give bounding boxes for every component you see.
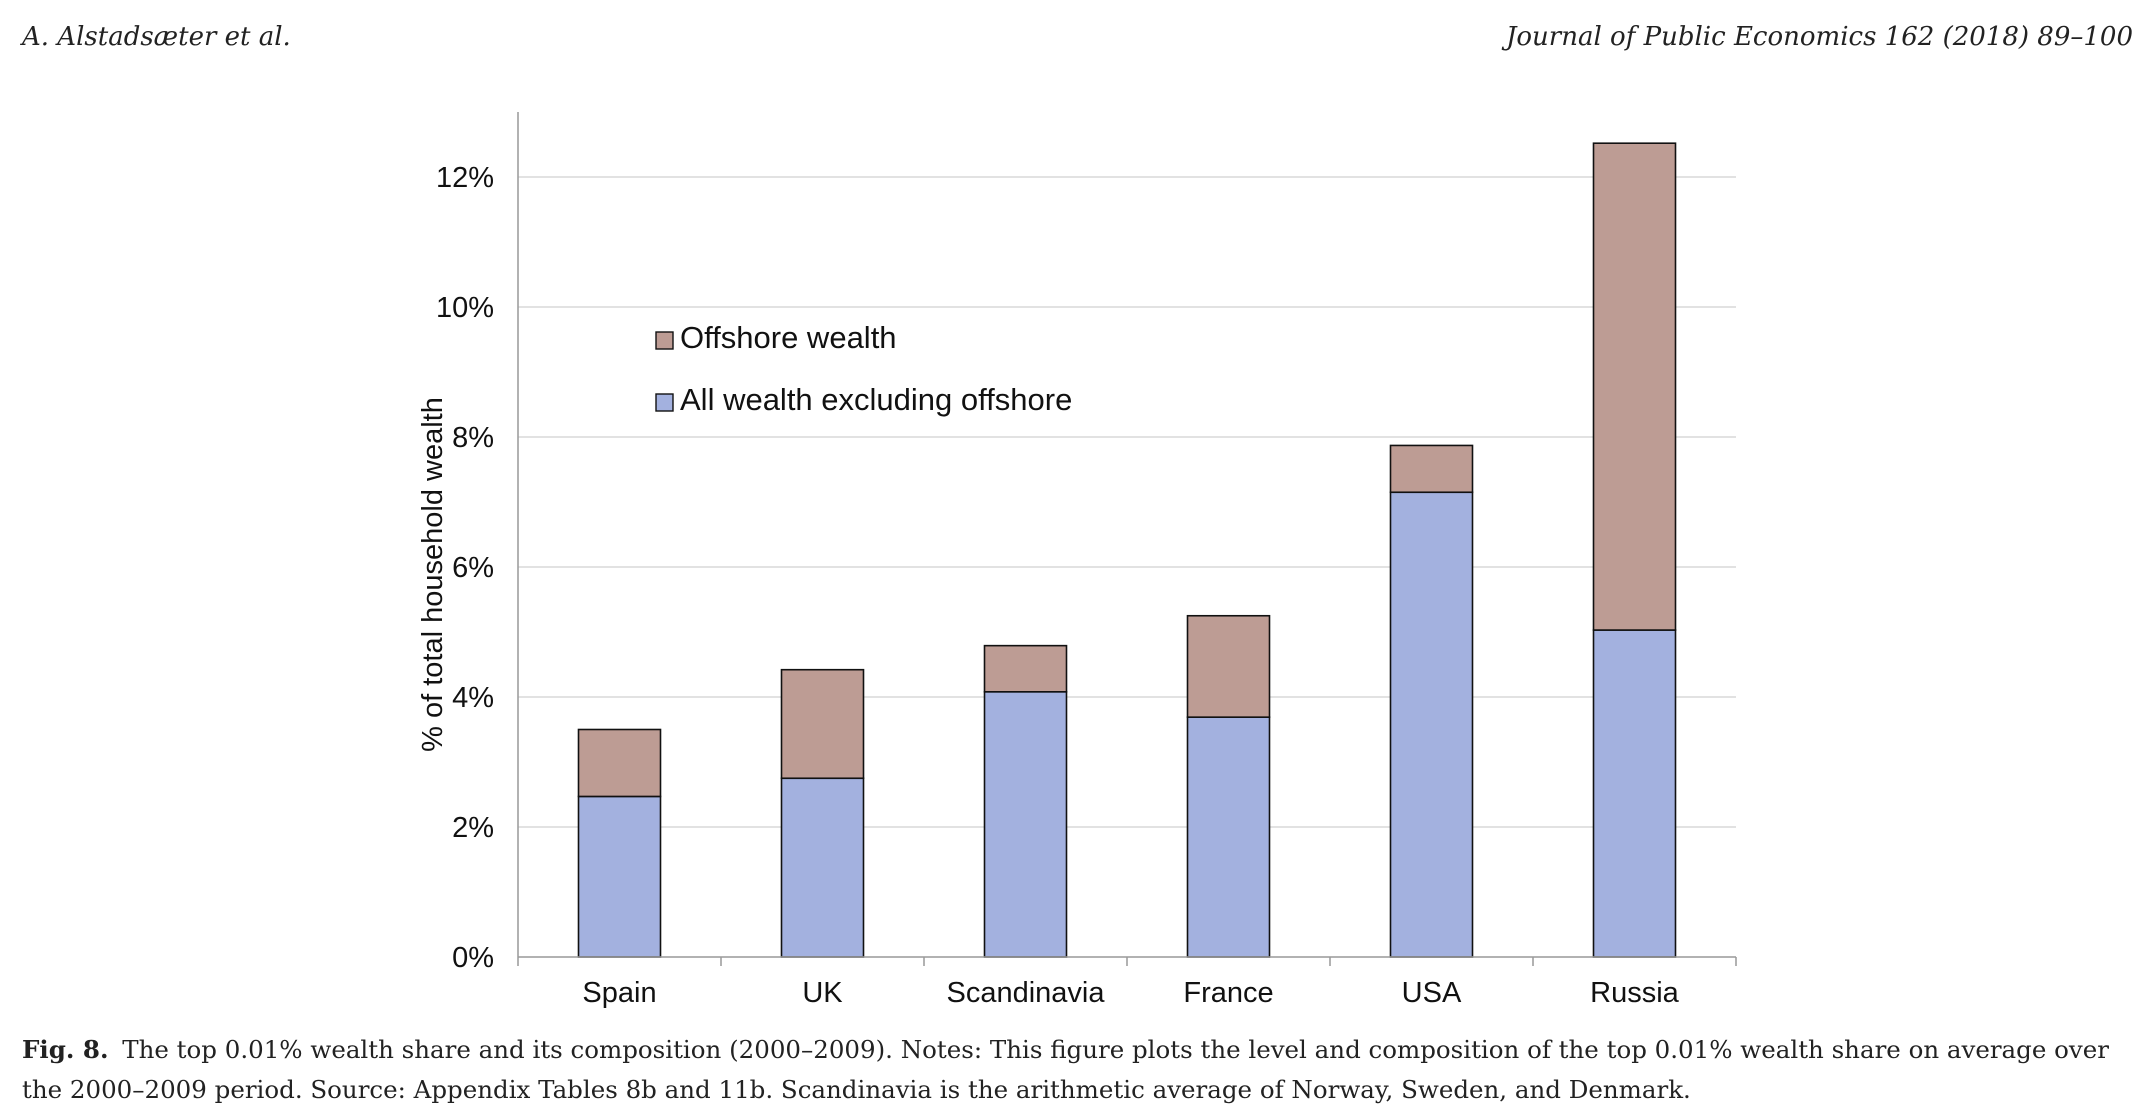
y-tick-label: 4% bbox=[452, 682, 494, 714]
legend-label: Offshore wealth bbox=[680, 320, 897, 355]
y-tick-label: 10% bbox=[436, 292, 494, 324]
x-tick-label: Russia bbox=[1590, 977, 1680, 1009]
y-tick-label: 6% bbox=[452, 552, 494, 584]
x-tick-label: Scandinavia bbox=[947, 977, 1106, 1009]
running-head-authors: A. Alstadsæter et al. bbox=[22, 22, 291, 52]
grid-lines bbox=[518, 176, 1736, 828]
y-tick-label: 12% bbox=[436, 162, 494, 194]
bar-uk-onshore bbox=[780, 777, 865, 958]
bar-scandinavia-onshore bbox=[983, 690, 1068, 958]
figure-caption-text: The top 0.01% wealth share and its compo… bbox=[22, 1035, 2109, 1104]
y-tick-label: 0% bbox=[452, 942, 494, 974]
legend: Offshore wealth All wealth excluding offs… bbox=[655, 320, 1072, 417]
bar-usa-offshore bbox=[1389, 444, 1474, 494]
bar-usa-onshore bbox=[1389, 491, 1474, 958]
legend-label: All wealth excluding offshore bbox=[680, 382, 1072, 417]
y-axis-title: % of total household wealth bbox=[417, 397, 449, 752]
bars bbox=[577, 142, 1677, 958]
bar-russia-onshore bbox=[1592, 629, 1677, 958]
x-tick-label: France bbox=[1183, 977, 1273, 1009]
y-tick-label: 2% bbox=[452, 812, 494, 844]
x-tick-label: UK bbox=[802, 977, 843, 1009]
y-tick-label: 8% bbox=[452, 422, 494, 454]
bar-uk-offshore bbox=[780, 668, 865, 780]
bar-france-offshore bbox=[1186, 614, 1271, 718]
figure-caption: Fig. 8. The top 0.01% wealth share and i… bbox=[22, 1030, 2132, 1110]
x-tick-label: USA bbox=[1402, 977, 1462, 1009]
bar-spain-onshore bbox=[577, 795, 662, 958]
bar-russia-offshore bbox=[1592, 142, 1677, 631]
figure-label: Fig. 8. bbox=[22, 1035, 109, 1064]
x-tick-label: Spain bbox=[582, 977, 656, 1009]
bar-spain-offshore bbox=[577, 728, 662, 798]
running-head-journal: Journal of Public Economics 162 (2018) 8… bbox=[1505, 22, 2133, 52]
bar-scandinavia-offshore bbox=[983, 644, 1068, 693]
axes: 0% 2% 4% 6% 8% 10% 12% Spain UK Scandinavia France… bbox=[417, 112, 1737, 1009]
stacked-bar-chart: 0% 2% 4% 6% 8% 10% 12% Spain UK Scandinavia France… bbox=[417, 112, 1737, 1009]
bar-france-onshore bbox=[1186, 716, 1271, 958]
legend-swatch bbox=[655, 331, 674, 350]
legend-swatch bbox=[655, 393, 674, 412]
